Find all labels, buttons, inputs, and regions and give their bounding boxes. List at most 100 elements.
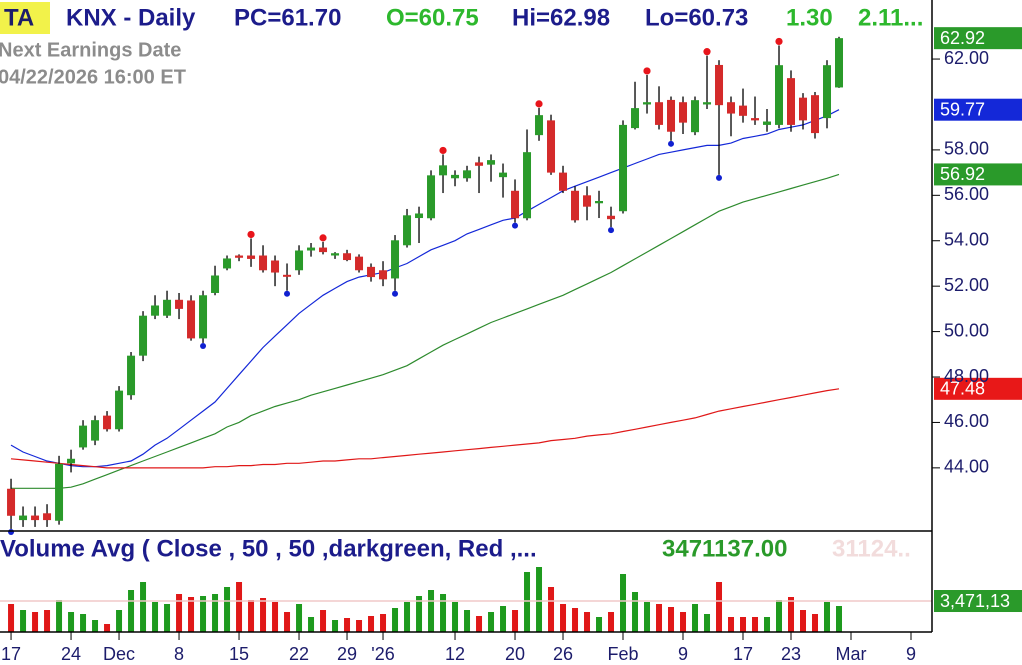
- x-tick-label: 22: [289, 644, 309, 664]
- badge: TA: [4, 4, 34, 31]
- x-tick-label: 26: [553, 644, 573, 664]
- volume-bar: [836, 606, 843, 632]
- y-tick-label: 52.00: [944, 275, 989, 295]
- x-tick-label: Dec: [103, 644, 135, 664]
- volume-bar: [716, 582, 723, 632]
- earnings-date: 04/22/2026 16:00 ET: [0, 66, 186, 88]
- volume-bar: [452, 602, 459, 632]
- y-tick-label: 58.00: [944, 139, 989, 159]
- volume-bar: [680, 612, 687, 632]
- prev-close: PC=61.70: [234, 4, 341, 31]
- candle-body: [595, 200, 604, 204]
- x-tick-label: 24: [61, 644, 81, 664]
- volume-bar: [8, 604, 15, 632]
- ma-tag-box: [934, 98, 1022, 121]
- x-tick-label: '26: [371, 644, 394, 664]
- candle-body: [19, 515, 28, 521]
- volume-tag: 3,471,13: [940, 591, 1010, 611]
- candle-body: [319, 247, 328, 253]
- volume-bar: [536, 567, 543, 632]
- volume-bar: [464, 610, 471, 632]
- candle-body: [259, 255, 268, 271]
- low-marker: [716, 174, 723, 181]
- candle-body: [367, 266, 376, 278]
- high-marker: [247, 230, 255, 239]
- candle-body: [607, 215, 616, 220]
- candle-body: [403, 215, 412, 246]
- ma-tag: 59.77: [940, 99, 985, 119]
- x-tick-label: 17: [733, 644, 753, 664]
- volume-bar: [572, 608, 579, 632]
- volume-bar: [608, 612, 615, 632]
- moving-average: [10, 109, 840, 468]
- y-tick-label: 50.00: [944, 320, 989, 340]
- volume-title: Volume Avg ( Close , 50 , 50 ,darkgreen,…: [0, 535, 537, 562]
- volume-bar: [68, 612, 75, 632]
- y-tick-label: 56.00: [944, 184, 989, 204]
- candle-body: [727, 102, 736, 114]
- volume-bar: [728, 617, 735, 632]
- candle-body: [151, 305, 160, 316]
- volume-bar: [260, 598, 267, 632]
- volume-bar: [20, 610, 27, 632]
- y-tick-label: 62.00: [944, 48, 989, 68]
- candle-body: [67, 458, 76, 464]
- y-tick-label: 48.00: [944, 366, 989, 386]
- volume-avg-value: 3471137.00: [662, 535, 787, 562]
- volume-bar: [644, 602, 651, 632]
- candle-body: [655, 102, 664, 125]
- x-tick-label: 17: [1, 644, 21, 664]
- low-marker: [392, 290, 399, 297]
- value-tags: 59.77 56.92 47.48 62.92 3,471,13: [934, 27, 1022, 613]
- candle-body: [307, 247, 316, 251]
- candle-body: [835, 38, 844, 88]
- change: 1.30: [786, 4, 833, 31]
- volume-bar: [140, 582, 147, 632]
- volume-bar: [308, 617, 315, 632]
- x-tick-label: 9: [678, 644, 688, 664]
- high-marker: [439, 146, 447, 155]
- candle-body: [763, 121, 772, 125]
- candle-body: [427, 175, 436, 219]
- x-tick-label: 23: [781, 644, 801, 664]
- candle-body: [487, 160, 496, 165]
- volume-bar: [512, 610, 519, 632]
- candle-body: [223, 258, 232, 269]
- high-marker: [703, 48, 711, 56]
- volume-bar: [368, 616, 375, 632]
- candle-body: [643, 102, 652, 105]
- volume-bar: [188, 597, 195, 632]
- volume-panel: [0, 567, 932, 632]
- open: O=60.75: [386, 4, 479, 31]
- x-tick-label: 29: [337, 644, 357, 664]
- x-tick-label: 20: [505, 644, 525, 664]
- volume-bar: [824, 602, 831, 632]
- candle-body: [439, 165, 448, 176]
- candle-body: [187, 300, 196, 339]
- low-marker: [608, 227, 615, 234]
- candle-body: [547, 120, 556, 173]
- candle-body: [463, 170, 472, 179]
- volume-bar: [248, 600, 255, 632]
- volume-bar: [104, 624, 111, 632]
- candle-body: [523, 152, 532, 219]
- y-tick-label: 54.00: [944, 229, 989, 249]
- candle-body: [619, 124, 628, 212]
- x-tick-label: 15: [229, 644, 249, 664]
- x-tick-label: 9: [906, 644, 916, 664]
- volume-bar: [692, 604, 699, 632]
- volume-bar: [392, 608, 399, 632]
- candle-body: [511, 190, 520, 219]
- volume-bar: [584, 612, 591, 632]
- candle-body: [679, 102, 688, 123]
- volume-bar: [332, 620, 339, 632]
- y-tick-label: 46.00: [944, 411, 989, 431]
- candle-body: [115, 390, 124, 430]
- candle-body: [391, 240, 400, 279]
- candle-body: [691, 100, 700, 133]
- candle-body: [103, 415, 112, 430]
- volume-bar: [812, 614, 819, 632]
- volume-bar: [752, 617, 759, 632]
